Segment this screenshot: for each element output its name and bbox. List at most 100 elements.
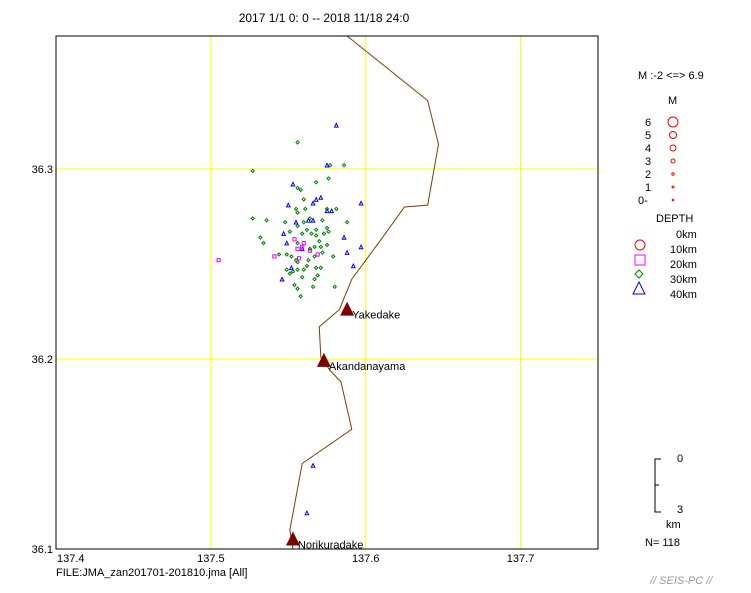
event-d30 xyxy=(341,234,347,240)
event-d20 xyxy=(320,250,325,255)
magnitude-legend-title: M xyxy=(668,95,677,107)
event-d30 xyxy=(358,243,364,250)
event-d30 xyxy=(285,202,291,208)
event-d20 xyxy=(306,257,311,263)
event-d20 xyxy=(284,267,290,273)
depth-legend: 0km 10km 20km 30km 40km xyxy=(632,229,697,301)
event-d20 xyxy=(287,271,293,276)
event-d20 xyxy=(284,252,290,257)
seis-pc-signature: // SEIS-PC // xyxy=(649,575,713,587)
event-d20 xyxy=(330,254,336,259)
event-d30 xyxy=(333,122,339,128)
depth-30-40-triangle-icon xyxy=(632,280,646,295)
volcano-label: Yakedake xyxy=(352,310,400,322)
depth-10-20-square-icon xyxy=(634,254,646,266)
x-tick-label: 137.5 xyxy=(197,553,225,565)
magnitude-range: M :-2 <=> 6.9 xyxy=(638,70,704,82)
event-d20 xyxy=(303,206,308,212)
event-d20 xyxy=(304,227,310,233)
event-d20 xyxy=(318,244,324,250)
grid-lines xyxy=(56,36,598,549)
magnitude-symbol-icon xyxy=(671,185,675,189)
event-d20 xyxy=(313,233,319,238)
event-d20 xyxy=(301,267,307,273)
file-label: FILE:JMA_zan201701-201810.jma [All] xyxy=(56,567,247,579)
magnitude-symbol-icon xyxy=(669,131,677,139)
magnitude-label: 2 xyxy=(645,169,651,181)
event-d10 xyxy=(295,246,300,251)
event-d20 xyxy=(287,229,293,235)
event-d20 xyxy=(316,238,322,244)
event-d10 xyxy=(272,254,277,259)
event-d20 xyxy=(326,229,331,235)
y-tick-label: 36.3 xyxy=(32,164,53,176)
event-d30 xyxy=(304,509,310,516)
volcano-label: Akandanayama xyxy=(329,361,406,373)
event-d20 xyxy=(258,235,263,240)
event-d20 xyxy=(289,254,294,259)
event-d20 xyxy=(301,197,307,202)
event-d30 xyxy=(288,264,294,271)
magnitude-symbol-icon xyxy=(670,158,676,164)
event-d20 xyxy=(298,293,303,299)
event-d20 xyxy=(341,162,347,168)
event-d20 xyxy=(295,210,300,216)
event-d10 xyxy=(297,256,302,261)
event-d20 xyxy=(327,162,333,168)
event-d20 xyxy=(295,240,300,246)
scale-bottom-label: 3 xyxy=(677,504,683,516)
x-tick-label: 137.7 xyxy=(507,553,535,565)
event-d20 xyxy=(318,265,324,271)
event-d20 xyxy=(261,240,266,246)
event-d10 xyxy=(216,258,221,263)
depth-label: 30km xyxy=(670,274,697,286)
magnitude-symbol-icon xyxy=(667,116,679,128)
magnitude-symbol-icon xyxy=(671,198,675,202)
event-d30 xyxy=(329,207,335,214)
event-d20 xyxy=(313,227,319,233)
depth-0-10-circle-icon xyxy=(634,239,646,251)
event-d20 xyxy=(332,284,338,290)
depth-legend-title: DEPTH xyxy=(656,213,693,225)
event-d30 xyxy=(318,194,324,200)
depth-scale-bar: 0 3 km xyxy=(654,453,683,531)
x-tick-label: 137.4 xyxy=(57,553,85,565)
axis-ticks: 137.4 137.5 137.6 137.7 36.1 36.2 36.3 xyxy=(32,164,535,565)
event-d20 xyxy=(315,273,321,278)
x-tick-label: 137.6 xyxy=(352,553,380,565)
event-d10 xyxy=(315,252,320,257)
scale-unit-label: km xyxy=(666,519,681,531)
event-d20 xyxy=(321,231,327,236)
event-d20 xyxy=(276,252,282,257)
magnitude-label: 0- xyxy=(638,195,648,207)
event-d30 xyxy=(290,181,296,187)
event-d30 xyxy=(358,200,364,206)
event-d20 xyxy=(299,274,305,280)
event-d30 xyxy=(310,200,316,206)
y-tick-label: 36.1 xyxy=(32,544,53,556)
event-d10 xyxy=(301,241,306,246)
event-d20 xyxy=(309,231,314,236)
magnitude-symbol-icon xyxy=(671,172,675,176)
event-d30 xyxy=(310,217,316,223)
event-d20 xyxy=(307,246,313,252)
event-d20 xyxy=(250,168,255,174)
event-d20 xyxy=(295,267,300,273)
event-d20 xyxy=(295,286,300,292)
depth-label: 20km xyxy=(670,259,697,271)
event-d30 xyxy=(281,230,287,236)
event-d20 xyxy=(299,231,305,236)
event-d20 xyxy=(312,254,317,259)
event-d20 xyxy=(310,284,316,290)
event-d20 xyxy=(320,217,325,223)
event-d20 xyxy=(295,223,300,229)
plot-frame xyxy=(55,35,599,550)
event-d20 xyxy=(326,176,331,181)
event-d10 xyxy=(300,244,305,250)
event-d20 xyxy=(293,206,299,212)
depth-label: 0km xyxy=(676,229,697,241)
y-tick-label: 36.2 xyxy=(32,354,53,366)
depth-20-30-diamond-icon xyxy=(634,269,644,279)
magnitude-label: 1 xyxy=(645,182,651,194)
